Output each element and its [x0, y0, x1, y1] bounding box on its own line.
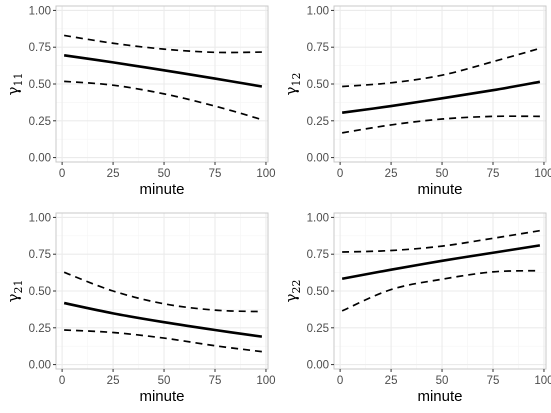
- lower-band-line: [64, 80, 263, 121]
- upper-band-line: [342, 47, 541, 88]
- upper-band-line: [342, 229, 541, 253]
- y-tick-label: 0.25: [307, 116, 329, 128]
- y-tick-label: 0.25: [307, 323, 329, 335]
- x-tick-label: 100: [256, 168, 275, 180]
- y-tick-label: 0.75: [307, 42, 329, 54]
- x-tick-label: 50: [436, 168, 449, 180]
- y-axis-title-symbol: γ: [4, 86, 22, 95]
- y-tick-label: 0.50: [29, 79, 51, 91]
- x-tick-label: 50: [158, 168, 171, 180]
- y-tick-label: 1.00: [29, 212, 51, 224]
- y-tick-label: 0.50: [307, 286, 329, 298]
- x-tick-label: 0: [337, 375, 343, 387]
- x-axis-title: minute: [139, 181, 184, 198]
- y-tick-label: 1.00: [307, 5, 329, 17]
- lower-band-line: [64, 329, 262, 353]
- x-tick-label: 25: [385, 375, 398, 387]
- y-axis-title: γ11: [4, 73, 25, 96]
- estimate-line: [63, 54, 263, 88]
- x-tick-label: 75: [487, 168, 500, 180]
- x-axis-title: minute: [417, 181, 462, 198]
- x-axis-title: minute: [139, 388, 184, 405]
- x-tick-label: 100: [256, 375, 275, 387]
- x-tick-label: 100: [534, 168, 551, 180]
- estimate-line: [341, 80, 541, 114]
- chart-panel-1: 0 25 50 75 100 0.00 0.25 0.50 0.75 1.00 minute γ11: [4, 5, 276, 198]
- chart-panel-2: 0 25 50 75 100 0.00 0.25 0.50 0.75 1.00 minute γ12: [282, 5, 551, 198]
- x-tick-label: 25: [107, 168, 120, 180]
- y-axis-title-symbol: γ: [282, 86, 300, 95]
- y-tick-label: 0.00: [29, 153, 51, 165]
- x-axis-title: minute: [417, 388, 462, 405]
- x-tick-label: 25: [107, 375, 120, 387]
- y-axis-title: γ22: [282, 280, 303, 303]
- x-tick-label: 0: [337, 168, 343, 180]
- lower-band-line: [341, 269, 540, 312]
- lower-band-line: [342, 115, 540, 134]
- y-axis-title-subscript: 22: [290, 280, 303, 294]
- y-tick-label: 0.50: [307, 79, 329, 91]
- x-tick-label: 75: [209, 375, 222, 387]
- upper-band-line: [63, 271, 262, 313]
- x-tick-label: 50: [436, 375, 449, 387]
- y-tick-label: 0.25: [29, 116, 51, 128]
- y-axis-title: γ21: [4, 280, 25, 303]
- chart-panel-3: 0 25 50 75 100 0.00 0.25 0.50 0.75 1.00 minute γ21: [4, 212, 276, 405]
- estimate-line: [63, 301, 263, 338]
- x-tick-label: 50: [158, 375, 171, 387]
- y-axis-title-subscript: 21: [12, 280, 25, 294]
- estimate-line: [341, 244, 541, 281]
- x-tick-label: 100: [534, 375, 551, 387]
- y-tick-label: 0.75: [307, 249, 329, 261]
- chart-panel-4: 0 25 50 75 100 0.00 0.25 0.50 0.75 1.00 minute γ22: [282, 212, 551, 405]
- y-tick-label: 1.00: [307, 212, 329, 224]
- y-tick-label: 0.00: [307, 153, 329, 165]
- y-tick-label: 0.75: [29, 42, 51, 54]
- y-tick-label: 0.50: [29, 286, 51, 298]
- x-tick-label: 75: [487, 375, 500, 387]
- y-axis-title-symbol: γ: [282, 293, 300, 302]
- x-tick-label: 25: [385, 168, 398, 180]
- y-axis-title-symbol: γ: [4, 293, 22, 302]
- upper-band-line: [64, 34, 262, 54]
- x-tick-label: 75: [209, 168, 222, 180]
- y-axis-title-subscript: 11: [12, 73, 25, 87]
- x-tick-label: 0: [59, 375, 65, 387]
- y-tick-label: 0.75: [29, 249, 51, 261]
- y-tick-label: 0.25: [29, 323, 51, 335]
- y-tick-label: 1.00: [29, 5, 51, 17]
- x-tick-label: 0: [59, 168, 65, 180]
- y-axis-title-subscript: 12: [290, 73, 303, 87]
- y-tick-label: 0.00: [29, 360, 51, 372]
- y-tick-label: 0.00: [307, 360, 329, 372]
- y-axis-title: γ12: [282, 73, 303, 96]
